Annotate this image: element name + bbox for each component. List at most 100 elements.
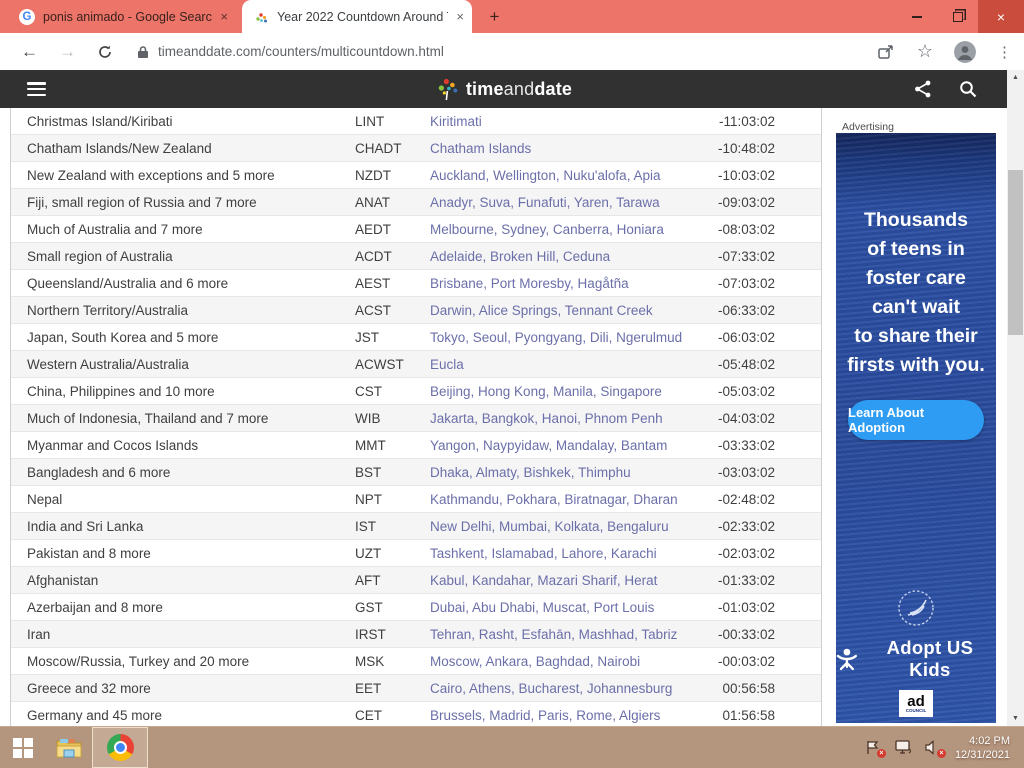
city-links[interactable]: Auckland, Wellington, Nuku'alofa, Apia bbox=[430, 167, 661, 183]
timezone-code: MSK bbox=[355, 653, 385, 669]
hamburger-menu-icon[interactable] bbox=[27, 82, 46, 96]
table-row: China, Philippines and 10 more CST Beiji… bbox=[11, 378, 821, 405]
header-actions bbox=[914, 70, 977, 108]
action-center-flag-icon[interactable]: × bbox=[865, 740, 886, 758]
back-icon[interactable]: ← bbox=[21, 41, 38, 61]
countdown-value: -06:33:02 bbox=[717, 302, 775, 318]
table-row: Germany and 45 more CET Brussels, Madrid… bbox=[11, 702, 821, 726]
page-scrollbar[interactable]: ▲ ▼ bbox=[1007, 70, 1024, 726]
city-links[interactable]: Chatham Islands bbox=[430, 140, 532, 156]
timezone-code: IST bbox=[355, 518, 377, 534]
city-links[interactable]: Cairo, Athens, Bucharest, Johannesburg bbox=[430, 680, 673, 696]
tab-close-icon[interactable]: × bbox=[220, 9, 228, 24]
scroll-down-icon[interactable]: ▼ bbox=[1012, 715, 1019, 722]
chrome-icon bbox=[106, 734, 134, 761]
search-icon[interactable] bbox=[959, 80, 977, 98]
file-explorer-button[interactable] bbox=[46, 727, 92, 768]
timezone-code: BST bbox=[355, 464, 382, 480]
scroll-up-icon[interactable]: ▲ bbox=[1012, 74, 1019, 81]
city-links[interactable]: Tashkent, Islamabad, Lahore, Karachi bbox=[430, 545, 657, 561]
city-links[interactable]: Adelaide, Broken Hill, Ceduna bbox=[430, 248, 611, 264]
city-links[interactable]: Melbourne, Sydney, Canberra, Honiara bbox=[430, 221, 664, 237]
minimize-button[interactable] bbox=[896, 0, 937, 33]
avatar-icon bbox=[954, 40, 976, 63]
table-row: Pakistan and 8 more UZT Tashkent, Islama… bbox=[11, 540, 821, 567]
countdown-value: 00:56:58 bbox=[722, 680, 775, 696]
city-links[interactable]: Tehran, Rasht, Esfahān, Mashhad, Tabriz bbox=[430, 626, 678, 642]
table-row: Iran IRST Tehran, Rasht, Esfahān, Mashha… bbox=[11, 621, 821, 648]
timezone-code: EET bbox=[355, 680, 382, 696]
timezone-code: CHADT bbox=[355, 140, 402, 156]
address-bar[interactable]: timeanddate.com/counters/multicountdown.… bbox=[137, 44, 444, 59]
region-label: Queensland/Australia and 6 more bbox=[27, 275, 229, 291]
timezone-code: NPT bbox=[355, 491, 382, 507]
network-icon[interactable] bbox=[895, 740, 912, 755]
ad-headline: Thousands of teens in foster care can't wa… bbox=[847, 209, 985, 376]
region-label: Pakistan and 8 more bbox=[27, 545, 151, 561]
countdown-value: -02:03:02 bbox=[717, 545, 775, 561]
timezone-code: ACST bbox=[355, 302, 392, 318]
table-row: Much of Australia and 7 more AEDT Melbou… bbox=[11, 216, 821, 243]
countdown-value: -10:48:02 bbox=[717, 140, 775, 156]
city-links[interactable]: Beijing, Hong Kong, Manila, Singapore bbox=[430, 383, 662, 399]
tab-countdown-active[interactable]: Year 2022 Countdown Around Th × bbox=[242, 0, 472, 33]
volume-muted-icon[interactable]: × bbox=[925, 740, 946, 758]
tab-title: ponis animado - Google Search bbox=[43, 9, 213, 24]
restore-button[interactable] bbox=[937, 0, 978, 33]
profile-avatar[interactable] bbox=[954, 40, 976, 63]
city-links[interactable]: Kathmandu, Pokhara, Biratnagar, Dharan bbox=[430, 491, 678, 507]
region-label: Nepal bbox=[27, 491, 63, 507]
table-row: Chatham Islands/New Zealand CHADT Chatha… bbox=[11, 135, 821, 162]
share-page-icon[interactable] bbox=[914, 80, 932, 98]
taskbar-clock[interactable]: 4:02 PM 12/31/2021 bbox=[955, 734, 1014, 762]
tab-close-icon[interactable]: × bbox=[456, 9, 464, 24]
lock-icon bbox=[138, 45, 148, 58]
bookmark-star-icon[interactable]: ☆ bbox=[916, 41, 933, 61]
city-links[interactable]: Yangon, Naypyidaw, Mandalay, Bantam bbox=[430, 437, 668, 453]
countdown-table: Christmas Island/Kiribati LINT Kiritimat… bbox=[10, 108, 822, 726]
timezone-code: ACDT bbox=[355, 248, 392, 264]
ad-banner[interactable]: Thousands of teens in foster care can't wa… bbox=[836, 133, 996, 723]
table-row: Queensland/Australia and 6 more AEST Bri… bbox=[11, 270, 821, 297]
city-links[interactable]: Kiritimati bbox=[430, 113, 482, 129]
site-logo[interactable]: timeanddate bbox=[435, 70, 572, 108]
volume-muted-badge: × bbox=[936, 749, 946, 758]
scrollbar-thumb[interactable] bbox=[1008, 170, 1023, 335]
close-button[interactable]: × bbox=[978, 0, 1024, 33]
city-links[interactable]: Jakarta, Bangkok, Hanoi, Phnom Penh bbox=[430, 410, 663, 426]
region-label: Much of Indonesia, Thailand and 7 more bbox=[27, 410, 269, 426]
region-label: Chatham Islands/New Zealand bbox=[27, 140, 212, 156]
city-links[interactable]: Tokyo, Seoul, Pyongyang, Dili, Ngerulmud bbox=[430, 329, 683, 345]
city-links[interactable]: Eucla bbox=[430, 356, 464, 372]
share-icon[interactable] bbox=[878, 44, 896, 60]
forward-icon[interactable]: → bbox=[59, 41, 76, 61]
countdown-value: -02:33:02 bbox=[717, 518, 775, 534]
tab-google-search[interactable]: G ponis animado - Google Search × bbox=[8, 0, 236, 33]
chrome-taskbar-button[interactable] bbox=[92, 727, 148, 768]
city-links[interactable]: Moscow, Ankara, Baghdad, Nairobi bbox=[430, 653, 641, 669]
clock-time: 4:02 PM bbox=[969, 734, 1010, 747]
browser-menu-icon[interactable]: ⋮ bbox=[997, 43, 1012, 61]
city-links[interactable]: Kabul, Kandahar, Mazari Sharif, Herat bbox=[430, 572, 658, 588]
start-button[interactable] bbox=[0, 727, 46, 768]
city-links[interactable]: Dhaka, Almaty, Bishkek, Thimphu bbox=[430, 464, 631, 480]
countdown-value: -05:03:02 bbox=[717, 383, 775, 399]
countdown-value: -10:03:02 bbox=[717, 167, 775, 183]
city-links[interactable]: Darwin, Alice Springs, Tennant Creek bbox=[430, 302, 653, 318]
window-controls: × bbox=[896, 0, 1024, 33]
refresh-icon[interactable] bbox=[97, 44, 113, 60]
city-links[interactable]: Dubai, Abu Dhabi, Muscat, Port Louis bbox=[430, 599, 655, 615]
city-links[interactable]: Brisbane, Port Moresby, Hagåtña bbox=[430, 275, 629, 291]
ad-cta-button[interactable]: Learn About Adoption bbox=[848, 400, 984, 440]
taskbar: × × 4:02 PM 12/31/2021 bbox=[0, 726, 1024, 768]
countdown-value: -06:03:02 bbox=[717, 329, 775, 345]
countdown-value: -04:03:02 bbox=[717, 410, 775, 426]
new-tab-button[interactable]: + bbox=[489, 6, 500, 26]
city-links[interactable]: Brussels, Madrid, Paris, Rome, Algiers bbox=[430, 707, 661, 723]
city-links[interactable]: Anadyr, Suva, Funafuti, Yaren, Tarawa bbox=[430, 194, 660, 210]
url-text[interactable]: timeanddate.com/counters/multicountdown.… bbox=[158, 44, 444, 59]
site-logo-text: timeanddate bbox=[465, 78, 573, 99]
city-links[interactable]: New Delhi, Mumbai, Kolkata, Bengaluru bbox=[430, 518, 669, 534]
browser-tab-strip: G ponis animado - Google Search × Year 2… bbox=[0, 0, 1024, 33]
